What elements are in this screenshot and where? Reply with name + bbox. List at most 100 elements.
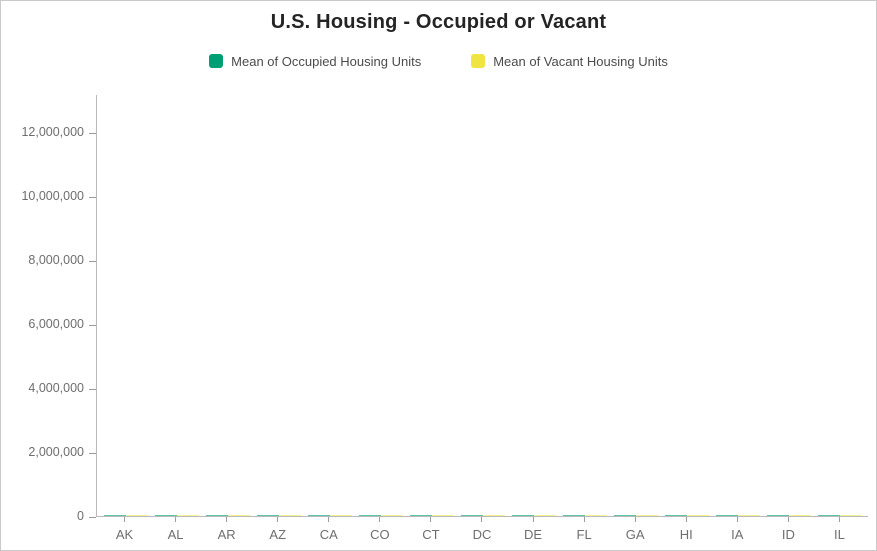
bar-occupied-CT[interactable] [409,515,432,516]
occupied-swatch-icon [209,54,224,68]
x-label-GA: GA [625,527,645,542]
bar-pair-DC [460,515,505,516]
y-axis: 0 2,000,000 4,000,000 6,000,000 8,000,000 10,… [1,95,96,523]
bar-group-DC [457,95,508,516]
bar-vacant-FL[interactable] [584,515,607,516]
bar-vacant-GA[interactable] [635,515,658,516]
bar-vacant-AL[interactable] [176,515,199,516]
x-label-AL: AL [167,527,184,542]
bar-vacant-IL[interactable] [839,515,862,516]
x-tick-dash [787,517,789,522]
x-tick-dash [175,517,177,522]
x-cell-ID: ID [763,517,814,542]
x-cell-FL: FL [559,517,610,542]
x-axis: AK AL AR AZ CA CO CT DC DE FL GA HI IA ID IL [96,517,868,542]
x-label-DE: DE [524,527,543,542]
bar-occupied-IA[interactable] [715,515,738,516]
vacant-swatch-icon [471,54,486,68]
x-label-IL: IL [833,527,845,542]
bar-group-FL [559,95,610,516]
x-cell-AZ: AZ [252,517,303,542]
bar-group-AK [100,95,151,516]
x-tick-dash [685,517,687,522]
bar-occupied-ID[interactable] [766,515,789,516]
x-tick-dash [226,517,228,522]
y-tick-label: 2,000,000 [28,445,84,460]
bar-vacant-AK[interactable] [125,515,148,516]
x-label-CA: CA [319,527,338,542]
bar-vacant-AR[interactable] [227,515,250,516]
legend-item-vacant[interactable]: Mean of Vacant Housing Units [471,54,668,69]
bar-group-CT [406,95,457,516]
bar-occupied-AR[interactable] [205,515,228,516]
x-tick-dash [583,517,585,522]
y-tick-label: 12,000,000 [21,125,84,140]
bar-occupied-HI[interactable] [664,515,687,516]
x-tick-dash [328,517,330,522]
bar-vacant-HI[interactable] [686,515,709,516]
bar-pair-DE [511,515,556,516]
x-tick-dash [838,517,840,522]
bar-pair-ID [766,515,811,516]
bar-group-DE [508,95,559,516]
x-tick-dash [634,517,636,522]
bar-pair-CA [307,515,352,516]
y-tick-dash [89,325,96,327]
x-label-CO: CO [370,527,390,542]
bar-pair-CT [409,515,454,516]
bar-vacant-AZ[interactable] [278,515,301,516]
bar-occupied-IL[interactable] [817,515,840,516]
bar-vacant-ID[interactable] [788,515,811,516]
bar-occupied-CO[interactable] [358,515,381,516]
x-label-AK: AK [115,527,134,542]
bar-occupied-DC[interactable] [460,515,483,516]
x-cell-HI: HI [661,517,712,542]
bar-vacant-CO[interactable] [380,515,403,516]
bar-pair-CO [358,515,403,516]
x-tick-dash [430,517,432,522]
bar-group-CO [355,95,406,516]
bar-occupied-CA[interactable] [307,515,330,516]
bar-vacant-CA[interactable] [329,515,352,516]
y-tick-label: 0 [77,509,84,523]
bar-occupied-GA[interactable] [613,515,636,516]
x-label-DC: DC [472,527,492,542]
y-tick-dash [89,453,96,455]
bar-group-CA [304,95,355,516]
y-tick-dash [89,261,96,263]
bar-vacant-IA[interactable] [737,515,760,516]
bar-pair-AZ [256,515,301,516]
x-label-CT: CT [422,527,440,542]
bar-group-AL [151,95,202,516]
bar-vacant-DE[interactable] [533,515,556,516]
x-cell-IL: IL [814,517,865,542]
x-label-AR: AR [217,527,236,542]
bar-vacant-CT[interactable] [431,515,454,516]
y-tick-label: 4,000,000 [28,381,84,396]
legend-label-vacant: Mean of Vacant Housing Units [493,53,668,69]
y-tick-dash [89,389,96,391]
bar-pair-GA [613,515,658,516]
x-cell-CA: CA [303,517,354,542]
x-cell-DC: DC [456,517,507,542]
x-cell-AK: AK [99,517,150,542]
bar-occupied-AZ[interactable] [256,515,279,516]
bar-group-HI [661,95,712,516]
y-tick-dash [89,517,96,518]
bar-group-AR [202,95,253,516]
bar-pair-IL [817,515,862,516]
bar-occupied-FL[interactable] [562,515,585,516]
bar-group-GA [610,95,661,516]
x-cell-IA: IA [712,517,763,542]
legend: Mean of Occupied Housing Units Mean of V… [1,51,876,71]
bar-occupied-AK[interactable] [103,515,126,516]
bar-occupied-DE[interactable] [511,515,534,516]
bar-pair-IA [715,515,760,516]
x-cell-DE: DE [508,517,559,542]
bar-vacant-DC[interactable] [482,515,505,516]
bar-pair-AL [154,515,199,516]
legend-item-occupied[interactable]: Mean of Occupied Housing Units [209,54,421,69]
x-cell-AL: AL [150,517,201,542]
legend-label-occupied: Mean of Occupied Housing Units [231,53,422,69]
bar-occupied-AL[interactable] [154,515,177,516]
